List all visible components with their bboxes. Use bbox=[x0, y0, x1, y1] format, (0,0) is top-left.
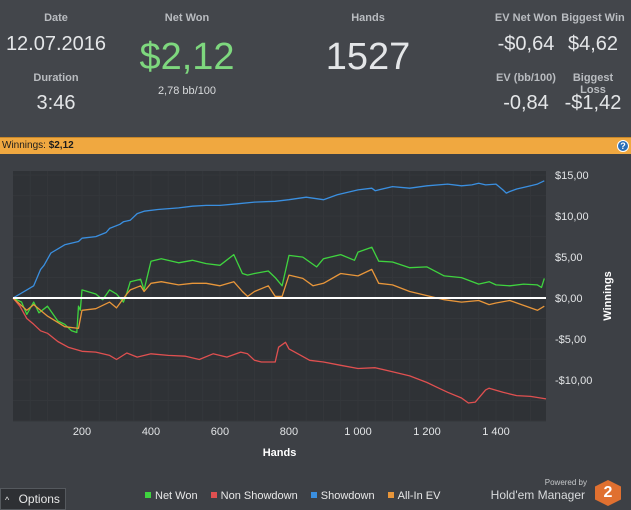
biggest-win-value: $4,62 bbox=[567, 33, 619, 55]
x-tick-label: 1 200 bbox=[413, 426, 441, 438]
ev-net-won-value: -$0,64 bbox=[497, 33, 555, 55]
chart-legend: Net Won Non Showdown Showdown All-In EV bbox=[145, 490, 450, 502]
options-label: Options bbox=[18, 492, 60, 506]
ev-net-won-label: EV Net Won bbox=[494, 12, 558, 24]
help-icon[interactable]: ? bbox=[617, 140, 629, 152]
bottom-bar: ^ Options Net Won Non Showdown Showdown … bbox=[0, 478, 631, 510]
bb-per-100: 2,78 bb/100 bbox=[157, 85, 217, 97]
legend-label-all-in-ev: All-In EV bbox=[397, 490, 441, 502]
legend-label-non-showdown: Non Showdown bbox=[220, 490, 298, 502]
brand-logo: Powered by Hold'em Manager 2 bbox=[481, 478, 621, 510]
y-tick-label: -$10,00 bbox=[555, 375, 592, 387]
hm2-logo-icon: 2 bbox=[595, 480, 621, 506]
brand-name: Hold'em Manager bbox=[490, 488, 585, 502]
powered-by-text: Powered by bbox=[544, 478, 587, 487]
legend-swatch-showdown bbox=[310, 492, 317, 498]
legend-label-showdown: Showdown bbox=[320, 490, 375, 502]
x-axis-title: Hands bbox=[263, 447, 297, 459]
legend-swatch-all-in-ev bbox=[387, 492, 394, 498]
x-tick-label: 200 bbox=[73, 426, 91, 438]
legend-showdown[interactable]: Showdown bbox=[310, 490, 375, 502]
x-tick-label: 800 bbox=[280, 426, 298, 438]
y-tick-label: $5,00 bbox=[555, 252, 583, 264]
series-all-in-ev bbox=[12, 268, 545, 330]
y-axis-ticks: $15,00 $10,00 $5,00 $0,00 -$5,00 -$10,00 bbox=[555, 170, 592, 387]
biggest-loss-value: -$1,42 bbox=[564, 92, 622, 114]
chevron-up-icon: ^ bbox=[5, 495, 10, 505]
winnings-chart: $15,00 $10,00 $5,00 $0,00 -$5,00 -$10,00 200 4… bbox=[12, 170, 614, 459]
legend-non-showdown[interactable]: Non Showdown bbox=[210, 490, 298, 502]
hands-value: 1527 bbox=[325, 36, 411, 78]
x-tick-label: 1 400 bbox=[482, 426, 510, 438]
series-showdown bbox=[12, 180, 545, 299]
grid-lines bbox=[13, 171, 546, 422]
ev-bb-label: EV (bb/100) bbox=[496, 72, 556, 84]
hands-label: Hands bbox=[351, 12, 385, 24]
duration-value: 3:46 bbox=[36, 92, 76, 114]
winnings-bar-value: $2,12 bbox=[48, 140, 74, 151]
x-axis-ticks: 200 400 600 800 1 000 1 200 1 400 bbox=[73, 426, 510, 438]
legend-all-in-ev[interactable]: All-In EV bbox=[387, 490, 441, 502]
legend-net-won[interactable]: Net Won bbox=[145, 490, 198, 502]
y-axis-title: Winnings bbox=[602, 271, 614, 320]
y-tick-label: $10,00 bbox=[555, 211, 589, 223]
legend-swatch-net-won bbox=[145, 492, 151, 498]
options-button[interactable]: ^ Options bbox=[0, 488, 66, 510]
duration-label: Duration bbox=[33, 72, 79, 84]
series-non-showdown bbox=[12, 297, 547, 404]
date-label: Date bbox=[44, 12, 68, 24]
x-tick-label: 400 bbox=[142, 426, 160, 438]
chart-series bbox=[12, 180, 547, 404]
net-won-value: $2,12 bbox=[139, 36, 235, 78]
date-value: 12.07.2016 bbox=[5, 33, 107, 55]
session-summary: Date 12.07.2016 Duration 3:46 Net Won $2… bbox=[0, 0, 631, 137]
winnings-bar: Winnings: $2,12 ? bbox=[0, 137, 631, 154]
y-tick-label: -$5,00 bbox=[555, 334, 586, 346]
x-tick-label: 600 bbox=[211, 426, 229, 438]
legend-swatch-non-showdown bbox=[210, 492, 217, 498]
biggest-loss-label: Biggest Loss bbox=[572, 72, 614, 96]
biggest-win-label: Biggest Win bbox=[561, 12, 625, 24]
legend-label-net-won: Net Won bbox=[155, 490, 198, 502]
winnings-bar-label: Winnings: bbox=[2, 140, 46, 151]
x-tick-label: 1 000 bbox=[344, 426, 372, 438]
net-won-label: Net Won bbox=[164, 12, 210, 24]
y-tick-label: $0,00 bbox=[555, 293, 583, 305]
winnings-bar-text: Winnings: $2,12 bbox=[2, 140, 74, 151]
y-tick-label: $15,00 bbox=[555, 170, 589, 182]
ev-bb-value: -0,84 bbox=[503, 92, 549, 114]
series-net-won bbox=[12, 246, 545, 334]
